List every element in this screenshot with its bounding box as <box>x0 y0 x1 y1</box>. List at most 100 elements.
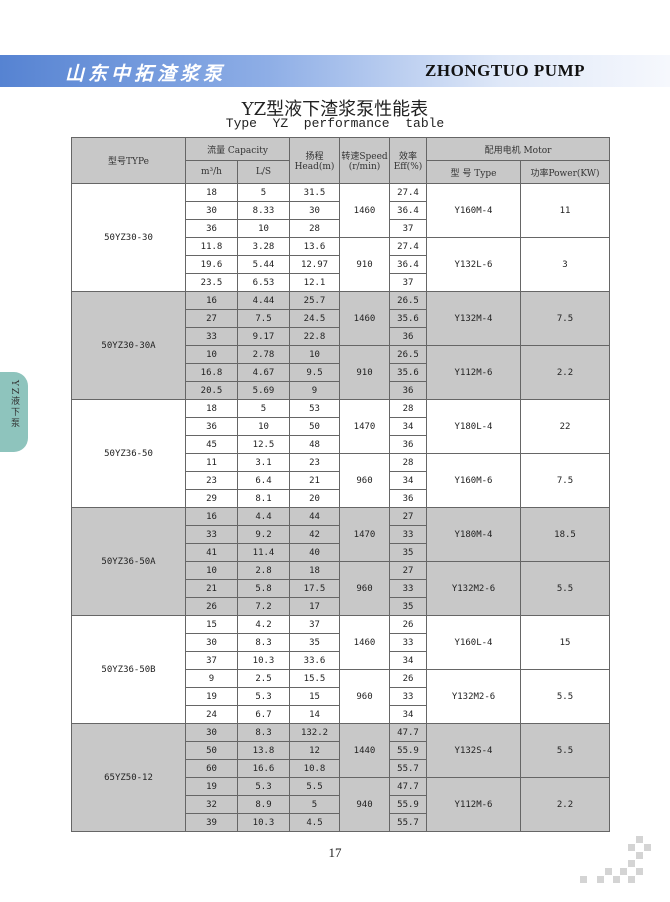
table-row: 19.6 5.44 12.97 36.4 <box>72 255 610 274</box>
brand-logo-cn: 山东中拓渣浆泵 <box>65 63 227 85</box>
cell-speed: 910 <box>339 345 390 400</box>
cell-ls: 8.3 <box>237 723 290 742</box>
cell-head: 33.6 <box>289 651 340 670</box>
cell-ls: 8.33 <box>237 201 290 220</box>
cell-eff: 35.6 <box>389 309 427 328</box>
cell-m3h: 30 <box>185 633 238 652</box>
cell-ls: 8.3 <box>237 633 290 652</box>
brand-name-en: ZHONGTUO PUMP <box>425 61 585 80</box>
cell-m3h: 18 <box>185 183 238 202</box>
cell-ls: 10 <box>237 417 290 436</box>
cell-eff: 47.7 <box>389 777 427 796</box>
cell-head: 42 <box>289 525 340 544</box>
cell-head: 9.5 <box>289 363 340 382</box>
cell-model: 65YZ50-12 <box>71 723 186 832</box>
cell-m3h: 41 <box>185 543 238 562</box>
cell-ls: 3.1 <box>237 453 290 472</box>
table-row: 41 11.4 40 35 <box>72 543 610 562</box>
col-capacity: 流量 Capacity <box>185 137 290 161</box>
cell-m3h: 19 <box>185 777 238 796</box>
cell-head: 5.5 <box>289 777 340 796</box>
cell-power: 2.2 <box>520 345 610 400</box>
decoration-square <box>644 844 651 851</box>
cell-eff: 35 <box>389 543 427 562</box>
cell-motor-type: Y132S-4 <box>426 723 521 778</box>
cell-eff: 26.5 <box>389 291 427 310</box>
cell-eff: 37 <box>389 219 427 238</box>
cell-speed: 1460 <box>339 183 390 238</box>
decoration-square <box>628 876 635 883</box>
decoration-square <box>580 876 587 883</box>
table-row: 29 8.1 20 36 <box>72 489 610 508</box>
cell-head: 18 <box>289 561 340 580</box>
cell-head: 5 <box>289 795 340 814</box>
table-row: 50YZ30-30 18 5 31.5 1460 27.4 Y160M-4 11 <box>71 183 610 292</box>
cell-head: 10 <box>289 345 340 364</box>
cell-m3h: 21 <box>185 579 238 598</box>
cell-m3h: 33 <box>185 327 238 346</box>
cell-eff: 36 <box>389 381 427 400</box>
cell-eff: 36.4 <box>389 255 427 274</box>
cell-head: 17 <box>289 597 340 616</box>
cell-ls: 10.3 <box>237 651 290 670</box>
decoration-square <box>613 876 620 883</box>
cell-speed: 1460 <box>339 615 390 670</box>
decoration-square <box>597 876 604 883</box>
cell-eff: 26 <box>389 615 427 634</box>
cell-m3h: 16 <box>185 291 238 310</box>
performance-table: 型号TYPe 流量 Capacity 扬程 Head(m) 转速Speed (r… <box>71 137 610 832</box>
cell-ls: 5 <box>237 183 290 202</box>
table-row: 65YZ50-12 30 8.3 132.2 1440 47.7 Y132S-4 5.5 <box>71 723 610 832</box>
cell-ls: 6.4 <box>237 471 290 490</box>
cell-head: 44 <box>289 507 340 526</box>
cell-eff: 34 <box>389 705 427 724</box>
decoration-square <box>636 868 643 875</box>
cell-motor-type: Y112M-6 <box>426 345 521 400</box>
cell-eff: 33 <box>389 633 427 652</box>
cell-m3h: 36 <box>185 219 238 238</box>
cell-ls: 11.4 <box>237 543 290 562</box>
cell-head: 14 <box>289 705 340 724</box>
col-motor-type: 型 号 Type <box>426 160 521 184</box>
table-row: 32 8.9 5 55.9 <box>72 795 610 814</box>
table-row: 45 12.5 48 36 <box>72 435 610 454</box>
cell-head: 12.1 <box>289 273 340 292</box>
cell-eff: 33 <box>389 579 427 598</box>
cell-head: 17.5 <box>289 579 340 598</box>
table-row: 19 5.3 5.5 940 47.7 Y112M-6 2.2 <box>72 777 610 832</box>
cell-motor-type: Y132M2-6 <box>426 669 521 724</box>
cell-power: 2.2 <box>520 777 610 832</box>
cell-m3h: 15 <box>185 615 238 634</box>
cell-eff: 37 <box>389 273 427 292</box>
cell-eff: 36.4 <box>389 201 427 220</box>
cell-eff: 34 <box>389 471 427 490</box>
cell-motor-type: Y160M-4 <box>426 183 521 238</box>
cell-power: 22 <box>520 399 610 454</box>
cell-power: 18.5 <box>520 507 610 562</box>
cell-motor-type: Y132L-6 <box>426 237 521 292</box>
cell-ls: 8.9 <box>237 795 290 814</box>
cell-power: 5.5 <box>520 669 610 724</box>
cell-eff: 55.9 <box>389 741 427 760</box>
cell-ls: 12.5 <box>237 435 290 454</box>
cell-power: 3 <box>520 237 610 292</box>
cell-head: 21 <box>289 471 340 490</box>
cell-head: 31.5 <box>289 183 340 202</box>
cell-power: 5.5 <box>520 723 610 778</box>
table-row: 50YZ30-30A 16 4.44 25.7 1460 26.5 Y132M-4 7.5 <box>71 291 610 400</box>
cell-m3h: 11.8 <box>185 237 238 256</box>
col-speed: 转速Speed (r/min) <box>339 137 390 184</box>
cell-ls: 10.3 <box>237 813 290 832</box>
cell-speed: 1460 <box>339 291 390 346</box>
cell-head: 28 <box>289 219 340 238</box>
cell-eff: 27 <box>389 507 427 526</box>
table-row: 39 10.3 4.5 55.7 <box>72 813 610 832</box>
cell-head: 30 <box>289 201 340 220</box>
decoration-square <box>636 852 643 859</box>
page-subtitle: Type YZ performance table <box>225 116 445 131</box>
cell-eff: 27 <box>389 561 427 580</box>
cell-motor-type: Y160L-4 <box>426 615 521 670</box>
side-tab-label: YZ液下泵 <box>9 380 19 430</box>
cell-power: 15 <box>520 615 610 670</box>
col-type: 型号TYPe <box>71 137 186 184</box>
